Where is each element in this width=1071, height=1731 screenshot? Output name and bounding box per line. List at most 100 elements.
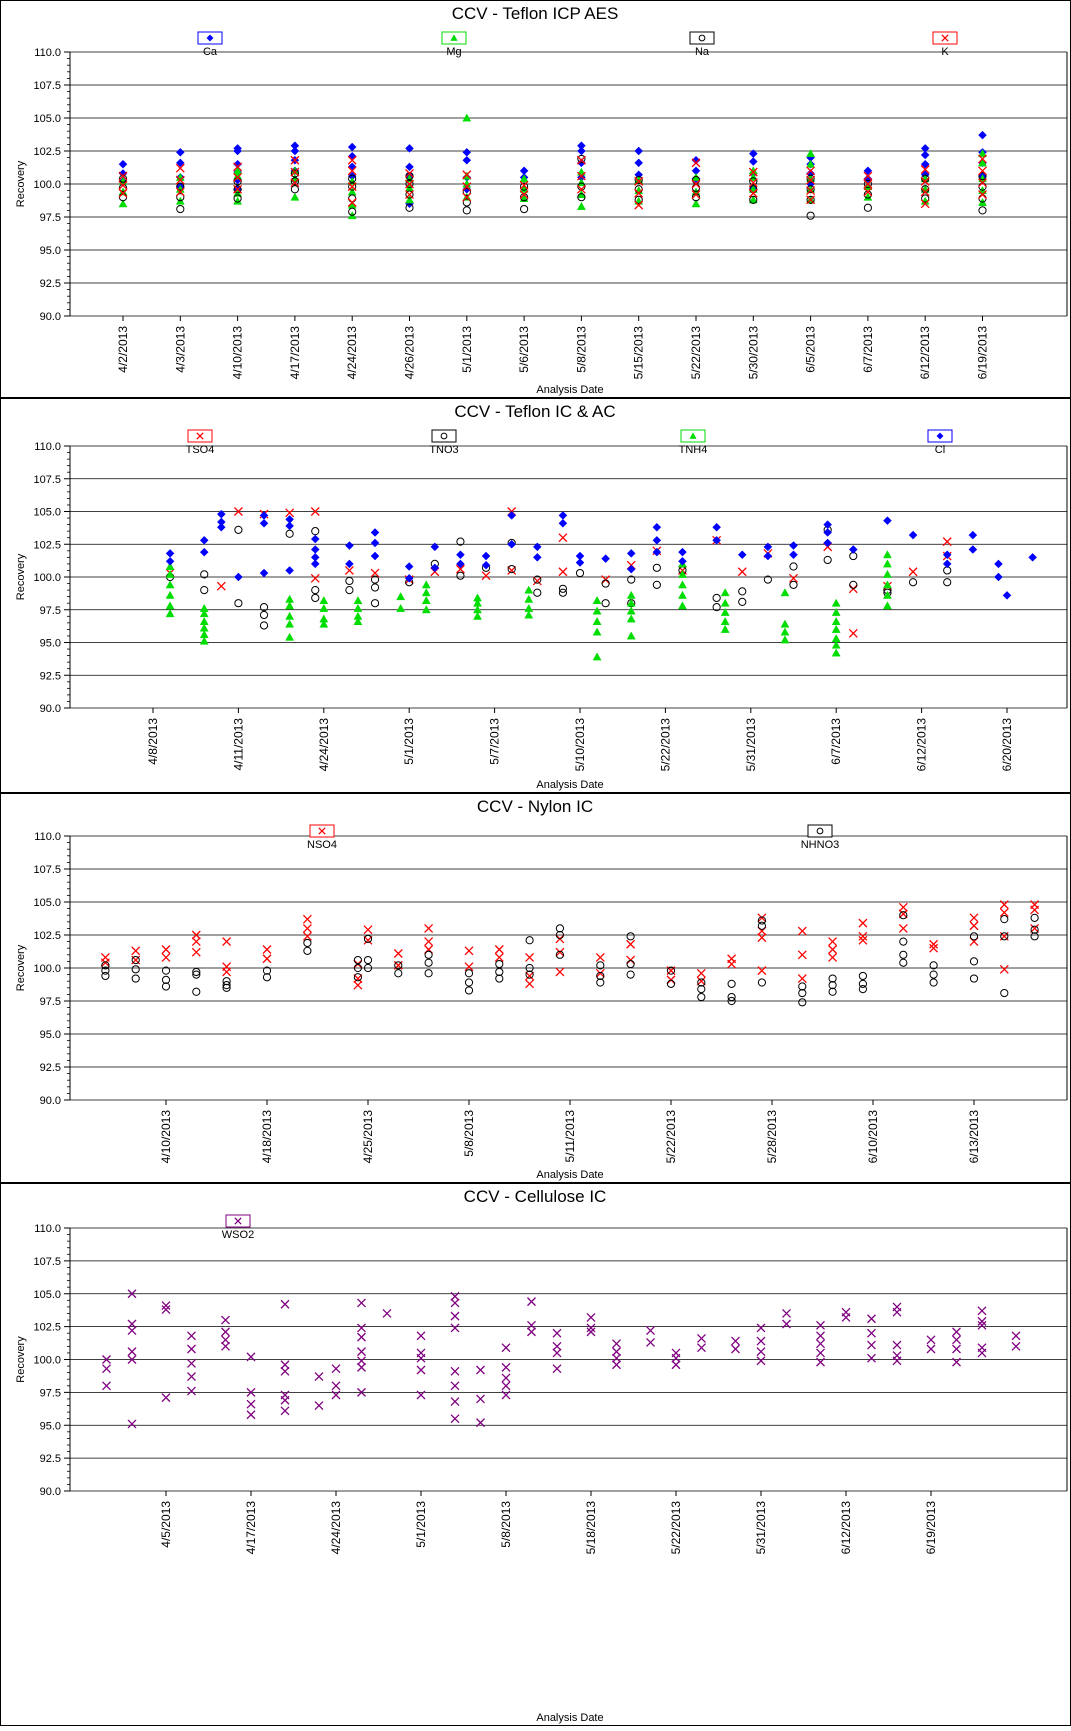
data-point <box>430 542 440 552</box>
data-point <box>978 190 987 200</box>
data-point <box>797 950 807 960</box>
data-point <box>780 588 790 597</box>
data-point <box>302 923 312 933</box>
data-point <box>314 1401 324 1410</box>
data-point <box>757 916 767 925</box>
data-point <box>596 971 605 981</box>
data-point <box>455 564 465 574</box>
data-point <box>646 1326 655 1336</box>
data-point <box>101 971 110 981</box>
data-point <box>191 937 201 947</box>
data-point <box>626 598 636 607</box>
data-point <box>749 177 758 186</box>
data-point <box>347 166 357 176</box>
data-point <box>285 529 294 538</box>
data-point <box>233 166 243 175</box>
data-point <box>353 973 362 982</box>
x-tick-label: 6/20/2013 <box>1000 718 1014 772</box>
data-point <box>353 617 363 625</box>
x-tick-label: 4/3/2013 <box>173 326 187 373</box>
data-point <box>920 199 930 209</box>
legend-marker <box>816 827 824 835</box>
data-point <box>405 144 414 153</box>
data-point <box>1030 932 1039 941</box>
series-Ca <box>118 130 987 209</box>
data-point <box>424 923 434 933</box>
data-point <box>863 179 873 189</box>
x-tick-label: 5/1/2013 <box>402 718 416 765</box>
data-point <box>858 979 868 988</box>
data-point <box>737 567 747 577</box>
data-point <box>234 572 243 582</box>
y-tick-label: 95.0 <box>40 1420 61 1432</box>
data-point <box>929 939 939 949</box>
data-point <box>319 614 329 623</box>
legend-marker <box>689 432 697 439</box>
data-point <box>462 182 472 192</box>
data-point <box>507 511 517 520</box>
data-point <box>348 182 357 191</box>
data-point <box>405 190 414 200</box>
data-point <box>978 158 987 167</box>
data-point <box>314 1372 324 1382</box>
data-point <box>161 966 171 975</box>
data-point <box>575 568 585 578</box>
data-point <box>424 958 433 967</box>
data-point <box>416 1331 426 1341</box>
data-point <box>450 1414 460 1424</box>
data-point <box>558 533 568 543</box>
x-tick-label: 4/26/2013 <box>403 326 417 380</box>
data-point <box>525 971 535 981</box>
data-point <box>552 1348 562 1358</box>
y-tick-label: 90.0 <box>40 703 61 715</box>
data-point <box>357 1356 366 1366</box>
data-point <box>416 1390 426 1400</box>
data-point <box>831 598 841 607</box>
data-point <box>450 1298 460 1308</box>
data-point <box>596 978 605 987</box>
x-tick-label: 5/15/2013 <box>632 326 646 380</box>
data-point <box>929 943 939 953</box>
data-point <box>319 603 329 612</box>
legend-marker <box>936 432 944 440</box>
data-point <box>738 597 747 606</box>
data-point <box>831 640 841 649</box>
data-point <box>533 588 542 597</box>
data-point <box>525 970 534 979</box>
data-point <box>601 579 610 588</box>
data-point <box>678 556 687 566</box>
data-point <box>858 985 868 994</box>
data-point <box>199 535 209 545</box>
data-point <box>977 1348 987 1358</box>
data-point <box>370 575 380 584</box>
x-axis-label: Analysis Date <box>536 1712 603 1724</box>
data-point <box>737 550 747 560</box>
x-tick-label: 5/10/2013 <box>573 718 587 772</box>
data-point <box>697 1334 706 1343</box>
data-point <box>175 187 185 197</box>
x-tick-label: 5/31/2013 <box>754 1501 768 1555</box>
data-point <box>969 932 979 941</box>
legend-marker <box>206 34 214 42</box>
data-point <box>347 155 357 165</box>
data-point <box>899 958 908 967</box>
data-point <box>176 204 185 214</box>
data-point <box>757 933 767 943</box>
data-point <box>806 195 816 205</box>
data-point <box>199 547 209 557</box>
data-point <box>697 978 706 987</box>
data-point <box>246 1399 256 1409</box>
data-point <box>199 630 209 639</box>
data-point <box>555 950 565 959</box>
data-point <box>259 610 269 620</box>
x-tick-label: 5/7/2013 <box>488 718 502 765</box>
data-point <box>612 1347 621 1357</box>
data-point <box>285 521 294 531</box>
data-point <box>652 563 661 572</box>
data-point <box>626 606 636 615</box>
data-point <box>848 545 858 554</box>
data-point <box>612 1360 621 1370</box>
data-point <box>450 1291 460 1301</box>
x-tick-label: 5/11/2013 <box>563 1110 577 1163</box>
data-point <box>421 596 431 605</box>
